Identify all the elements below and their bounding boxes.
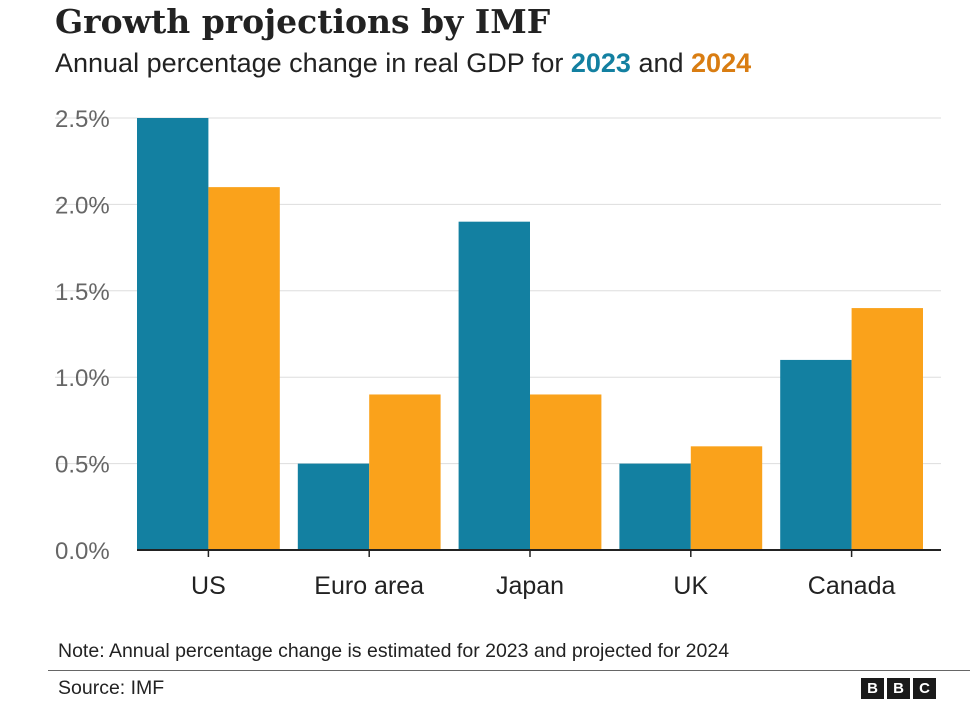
legend-2023: 2023	[570, 48, 631, 78]
footer-divider	[48, 670, 970, 671]
x-tick-label: UK	[673, 572, 708, 600]
x-tick-label: US	[191, 572, 226, 600]
bbc-logo: B B C	[861, 678, 936, 699]
y-tick-label: 2.5%	[55, 106, 110, 133]
bar-chart: 0.0% 0.5% 1.0% 1.5% 2.0% 2.5% US Euro area Japan…	[55, 106, 941, 600]
bar-2024	[530, 394, 602, 550]
logo-letter: B	[861, 678, 884, 699]
bar-2023	[297, 463, 370, 550]
y-tick-label: 0.0%	[55, 538, 110, 565]
y-tick-label: 2.0%	[55, 192, 110, 219]
x-tick-label: Canada	[808, 572, 896, 600]
bar-2023	[619, 463, 691, 550]
subtitle-joiner: and	[638, 48, 684, 78]
x-tick-label: Japan	[496, 572, 564, 600]
bar-2023	[137, 118, 209, 550]
bar-2024	[369, 394, 441, 550]
bar-2024	[690, 446, 763, 550]
chart-source: Source: IMF	[58, 677, 165, 699]
subtitle-text: Annual percentage change in real GDP for	[55, 48, 564, 78]
logo-letter: B	[887, 678, 910, 699]
legend-2024: 2024	[691, 48, 752, 78]
logo-letter: C	[913, 678, 936, 699]
y-tick-label: 0.5%	[55, 452, 110, 479]
y-tick-label: 1.5%	[55, 279, 110, 306]
x-tick-label: Euro area	[314, 572, 424, 600]
bar-2023	[458, 221, 530, 550]
chart-subtitle: Annual percentage change in real GDP for…	[55, 48, 751, 79]
chart-note: Note: Annual percentage change is estima…	[58, 640, 730, 662]
bar-2023	[780, 359, 852, 550]
chart-title: Growth projections by IMF	[55, 2, 551, 41]
bar-2024	[208, 187, 280, 550]
y-tick-label: 1.0%	[55, 365, 110, 392]
bar-2024	[851, 308, 923, 550]
